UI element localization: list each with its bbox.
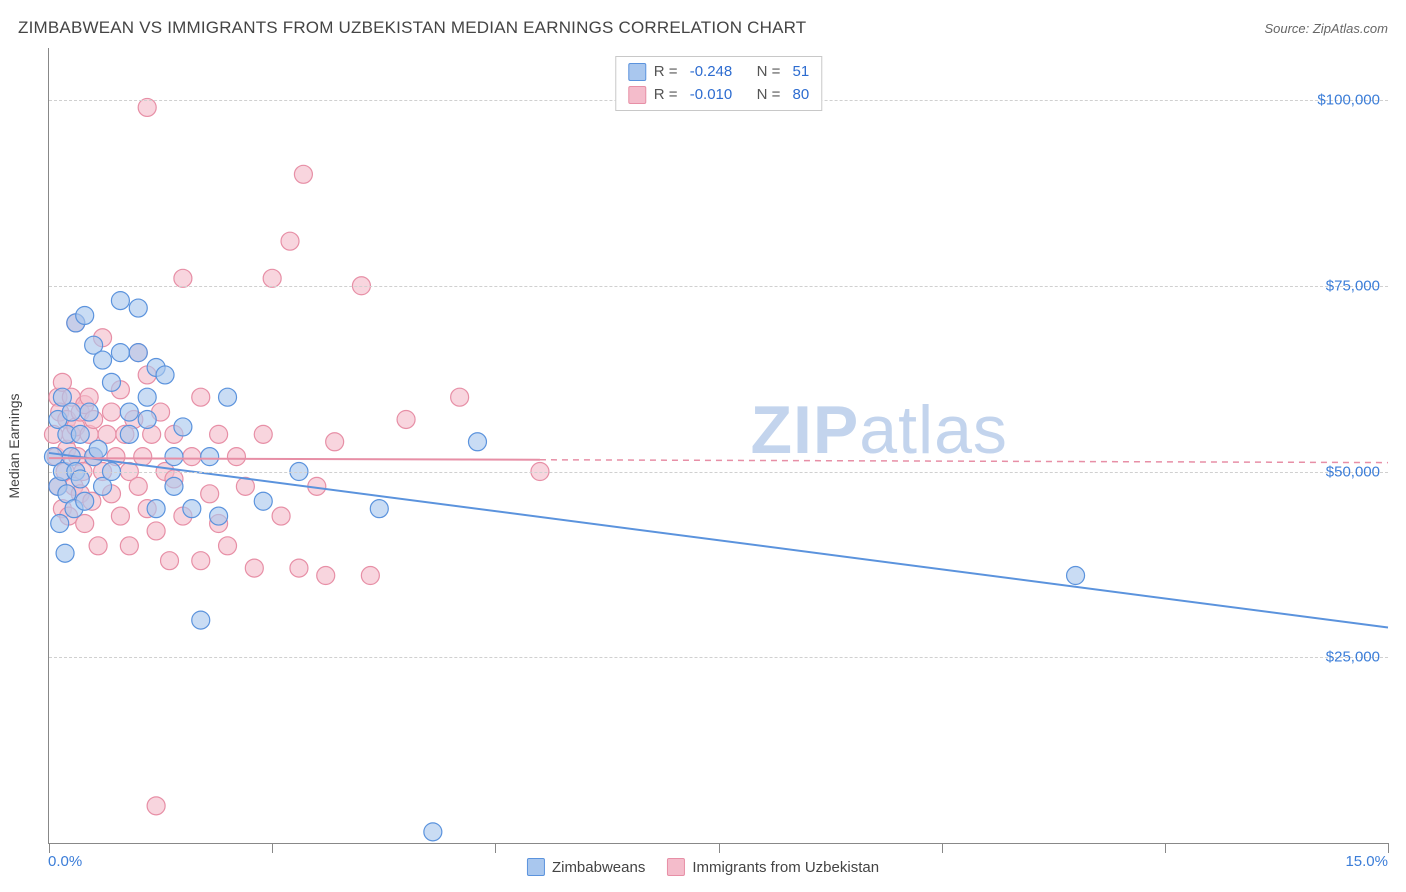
x-axis-max-label: 15.0% [1345,853,1388,870]
data-point [76,515,94,533]
data-point [134,448,152,466]
data-point [102,373,120,391]
data-point [210,507,228,525]
data-point [129,344,147,362]
legend-label: Immigrants from Uzbekistan [692,859,879,876]
data-point [263,269,281,287]
title-bar: ZIMBABWEAN VS IMMIGRANTS FROM UZBEKISTAN… [18,18,1388,38]
data-point [254,492,272,510]
data-point [76,306,94,324]
data-point [245,559,263,577]
swatch-icon [628,63,646,81]
data-point [165,448,183,466]
scatter-svg [49,48,1388,843]
y-tick-label: $50,000 [1326,463,1380,480]
data-point [192,611,210,629]
data-point [129,477,147,495]
data-point [147,797,165,815]
data-point [138,98,156,116]
legend: Zimbabweans Immigrants from Uzbekistan [527,858,879,876]
data-point [290,559,308,577]
data-point [62,403,80,421]
data-point [147,522,165,540]
x-axis-min-label: 0.0% [48,853,82,870]
data-point [129,299,147,317]
y-tick-label: $25,000 [1326,649,1380,666]
data-point [361,567,379,585]
y-axis-title: Median Earnings [6,393,22,498]
data-point [89,440,107,458]
data-point [71,470,89,488]
data-point [89,537,107,555]
data-point [120,425,138,443]
data-point [111,507,129,525]
chart-plot-area: ZIPatlas R = -0.248 N = 51 R = -0.010 N … [48,48,1388,844]
data-point [147,500,165,518]
data-point [468,433,486,451]
data-point [174,269,192,287]
data-point [183,500,201,518]
data-point [174,418,192,436]
data-point [111,344,129,362]
data-point [281,232,299,250]
data-point [138,410,156,428]
legend-label: Zimbabweans [552,859,645,876]
data-point [451,388,469,406]
chart-title: ZIMBABWEAN VS IMMIGRANTS FROM UZBEKISTAN… [18,18,806,38]
data-point [156,366,174,384]
data-point [317,567,335,585]
data-point [219,388,237,406]
data-point [227,448,245,466]
data-point [51,515,69,533]
data-point [192,388,210,406]
swatch-icon [667,858,685,876]
data-point [370,500,388,518]
data-point [120,537,138,555]
stats-row: R = -0.248 N = 51 [628,61,809,84]
data-point [183,448,201,466]
data-point [192,552,210,570]
data-point [71,425,89,443]
legend-item: Immigrants from Uzbekistan [667,858,879,876]
data-point [201,448,219,466]
data-point [56,544,74,562]
y-tick-label: $75,000 [1326,277,1380,294]
data-point [326,433,344,451]
data-point [138,388,156,406]
data-point [210,425,228,443]
data-point [201,485,219,503]
data-point [76,492,94,510]
data-point [120,403,138,421]
trend-line-extension [540,460,1388,463]
data-point [1067,567,1085,585]
legend-item: Zimbabweans [527,858,645,876]
source-attribution: Source: ZipAtlas.com [1264,21,1388,36]
data-point [80,403,98,421]
swatch-icon [628,86,646,104]
data-point [254,425,272,443]
data-point [111,292,129,310]
data-point [161,552,179,570]
stats-row: R = -0.010 N = 80 [628,84,809,107]
data-point [397,410,415,428]
correlation-stats-box: R = -0.248 N = 51 R = -0.010 N = 80 [615,56,822,111]
data-point [94,351,112,369]
data-point [102,403,120,421]
data-point [219,537,237,555]
trend-line [49,453,1388,628]
data-point [424,823,442,841]
swatch-icon [527,858,545,876]
data-point [272,507,290,525]
y-tick-label: $100,000 [1317,92,1380,109]
data-point [165,477,183,495]
data-point [294,165,312,183]
